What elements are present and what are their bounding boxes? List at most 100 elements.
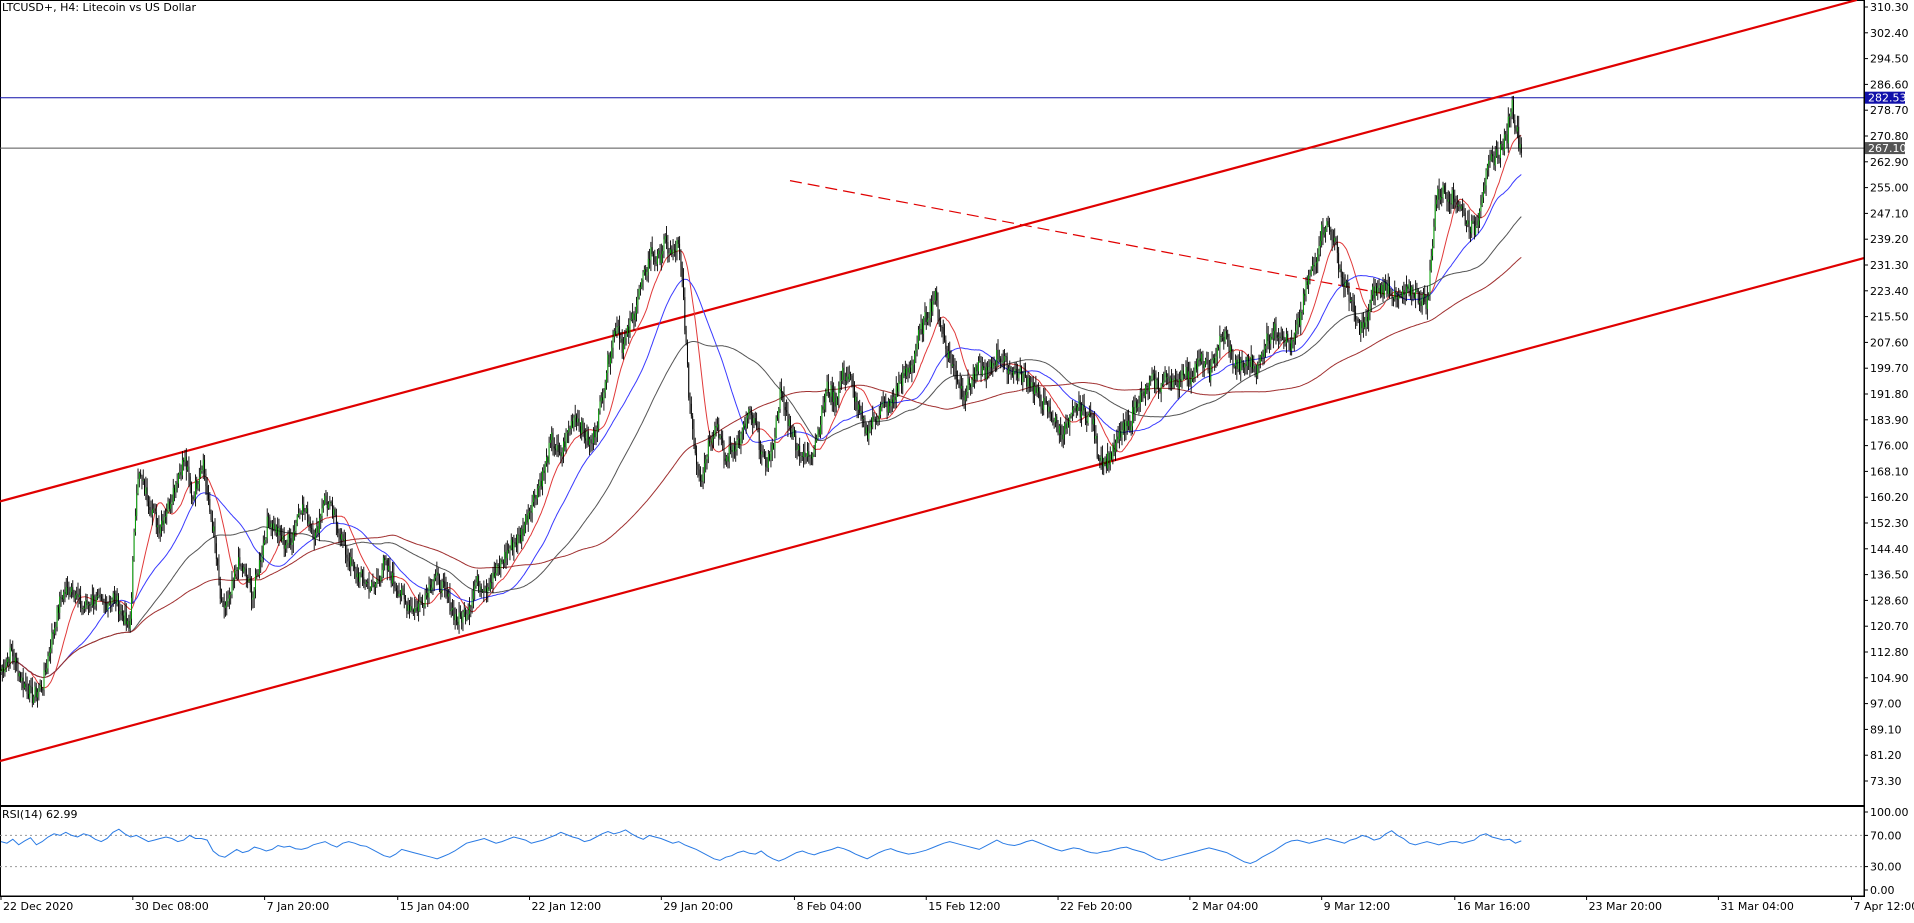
- candle: [735, 441, 737, 462]
- candle-body: [572, 421, 574, 427]
- candle: [599, 395, 601, 415]
- candle: [1086, 411, 1088, 432]
- candle-body: [63, 591, 65, 600]
- candle: [850, 371, 852, 381]
- candle-body: [886, 403, 888, 413]
- candle-body: [626, 326, 628, 335]
- candle-body: [874, 419, 876, 422]
- candle: [800, 451, 802, 463]
- candle: [1065, 414, 1067, 435]
- candle-body: [506, 550, 508, 559]
- candle-body: [859, 404, 861, 414]
- candle: [346, 545, 348, 568]
- candle: [302, 495, 303, 522]
- candle-body: [235, 569, 237, 571]
- candle: [688, 362, 690, 401]
- candle-body: [653, 253, 654, 257]
- candle: [1293, 332, 1295, 352]
- candle-body: [1296, 324, 1298, 331]
- candle: [218, 554, 220, 586]
- candle-body: [1065, 423, 1067, 429]
- channel-lower[interactable]: [0, 256, 1865, 763]
- candle: [983, 362, 985, 371]
- candle-body: [1436, 199, 1437, 205]
- candle-body: [1081, 411, 1082, 418]
- candle: [1104, 456, 1106, 467]
- candle: [106, 596, 108, 612]
- candle: [1218, 344, 1220, 351]
- candle-body: [1258, 363, 1260, 365]
- candle-body: [480, 586, 482, 592]
- candle: [1436, 195, 1437, 212]
- candle-body: [1178, 379, 1180, 389]
- candle-body: [822, 406, 824, 410]
- candle-body: [380, 577, 382, 582]
- candle-body: [1146, 385, 1148, 387]
- candle-body: [495, 573, 497, 577]
- candle: [251, 576, 253, 611]
- candle-body: [123, 615, 125, 625]
- candle-body: [403, 593, 405, 600]
- candle: [859, 399, 861, 415]
- candle: [44, 662, 46, 676]
- candle-body: [666, 236, 667, 243]
- candle: [949, 341, 951, 363]
- candle-body: [1441, 197, 1443, 199]
- candle: [71, 583, 72, 599]
- candle-body: [1135, 401, 1137, 408]
- candle: [1475, 216, 1477, 237]
- candle-body: [345, 538, 346, 555]
- candle: [993, 356, 995, 370]
- candle: [1035, 375, 1037, 396]
- candle: [1520, 137, 1522, 158]
- candle-body: [540, 480, 542, 487]
- candle-body: [693, 429, 695, 445]
- candle-body: [633, 313, 635, 321]
- candle-body: [1057, 423, 1059, 434]
- candle: [325, 489, 327, 505]
- candle: [1412, 284, 1414, 302]
- candle-body: [277, 526, 279, 536]
- candle: [827, 374, 829, 398]
- candle: [761, 443, 763, 466]
- candle: [1398, 287, 1400, 309]
- candle-body: [654, 256, 656, 262]
- candle: [1074, 401, 1076, 413]
- candle-body: [709, 440, 711, 444]
- candle-body: [1232, 351, 1234, 367]
- resistance-dashed[interactable]: [789, 180, 1409, 299]
- candle-body: [882, 401, 884, 404]
- candle: [1477, 212, 1479, 234]
- candle-body: [1010, 367, 1012, 374]
- candle-body: [448, 593, 450, 597]
- candle: [791, 425, 793, 440]
- candle: [612, 329, 614, 359]
- candle: [1103, 457, 1105, 476]
- candle: [656, 249, 658, 272]
- candle: [352, 559, 354, 572]
- candle-body: [753, 418, 755, 424]
- candle-body: [1406, 286, 1407, 294]
- candle: [452, 599, 453, 616]
- candle-body: [450, 609, 452, 612]
- candle: [706, 454, 708, 470]
- candle-body: [1484, 185, 1486, 192]
- candle-body: [757, 426, 759, 429]
- candle: [1056, 413, 1058, 433]
- candle: [603, 388, 605, 411]
- trendlines[interactable]: [0, 0, 1865, 763]
- candle: [403, 583, 405, 609]
- candle: [1519, 134, 1521, 155]
- candle: [1120, 421, 1122, 441]
- candle: [854, 381, 855, 411]
- candle: [1041, 401, 1043, 416]
- candle: [1238, 351, 1240, 375]
- price-lines: [0, 97, 1864, 149]
- candle: [1068, 417, 1069, 428]
- candle: [752, 412, 754, 434]
- candle-body: [744, 423, 746, 428]
- candle: [380, 575, 382, 587]
- channel-upper[interactable]: [0, 0, 1858, 503]
- candle: [825, 388, 827, 413]
- candle-body: [1051, 413, 1052, 420]
